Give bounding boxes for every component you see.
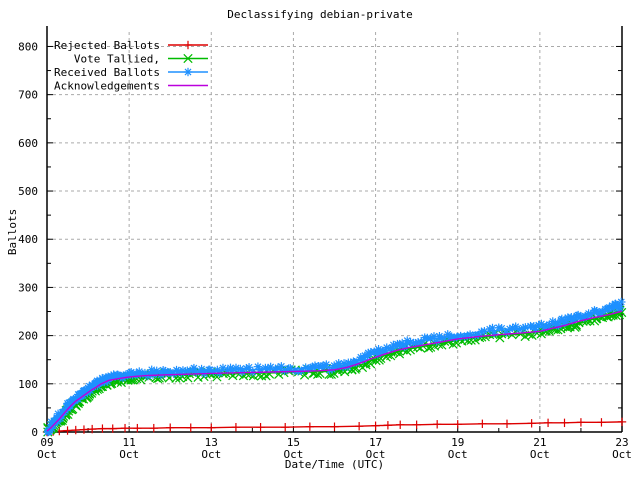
marker-cross — [617, 307, 627, 318]
x-tick-label-month: Oct — [448, 448, 468, 461]
marker-cross — [371, 355, 381, 366]
x-tick-label-day: 13 — [205, 436, 218, 449]
y-axis-tick-labels: 0 100 200 300 400 500 600 700 800 — [18, 40, 38, 439]
marker-cross — [376, 353, 386, 364]
marker-star — [512, 323, 520, 331]
y-tick-label: 300 — [18, 281, 38, 294]
marker-star — [219, 364, 227, 372]
x-tick-label-month: Oct — [37, 448, 57, 461]
marker-star — [417, 338, 425, 346]
y-tick-label: 500 — [18, 185, 38, 198]
y-axis-title: Ballots — [6, 209, 19, 255]
marker-star — [245, 363, 253, 371]
marker-star — [322, 361, 330, 368]
marker-star — [616, 304, 624, 312]
x-tick-label-day: 21 — [533, 436, 546, 449]
marker-cross — [451, 338, 462, 348]
marker-star — [521, 323, 529, 331]
marker-cross — [437, 340, 447, 350]
marker-star — [498, 324, 506, 332]
marker-star — [375, 345, 383, 353]
marker-cross — [193, 372, 203, 382]
marker-star — [127, 368, 135, 376]
marker-star — [190, 364, 198, 372]
x-tick-label-month: Oct — [612, 448, 632, 461]
marker-star — [436, 335, 444, 343]
x-tick-label-day: 23 — [615, 436, 628, 449]
grid-lines — [47, 32, 622, 432]
marker-star — [206, 366, 214, 374]
marker-cross — [448, 339, 458, 349]
marker-star — [236, 365, 244, 373]
y-tick-label: 700 — [18, 89, 38, 102]
marker-star — [267, 363, 275, 371]
chart-title: Declassifying debian-private — [227, 8, 413, 21]
y-tick-label: 800 — [18, 40, 38, 53]
marker-star — [530, 322, 538, 330]
series-rejected-ballots — [42, 417, 627, 437]
x-axis-title: Date/Time (UTC) — [285, 458, 384, 471]
y-tick-label: 0 — [31, 426, 38, 439]
marker-cross — [527, 330, 537, 341]
marker-star — [593, 307, 600, 315]
series-line — [46, 310, 623, 432]
marker-star — [430, 332, 438, 340]
axis-titles: Date/Time (UTC) Ballots — [6, 209, 384, 471]
marker-star — [148, 366, 156, 374]
marker-cross — [183, 53, 193, 64]
marker-star — [184, 68, 192, 76]
data-series-group — [42, 297, 627, 437]
x-tick-label-day: 17 — [369, 436, 382, 449]
marker-star — [558, 315, 566, 323]
x-tick-label-day: 15 — [287, 436, 300, 449]
y-tick-label: 200 — [18, 330, 38, 343]
x-tick-label-month: Oct — [119, 448, 139, 461]
marker-star — [254, 363, 262, 371]
marker-star — [383, 344, 391, 352]
legend-label: Received Ballots — [54, 66, 160, 79]
marker-star — [407, 338, 414, 346]
marker-star — [286, 364, 294, 372]
marker-star — [170, 370, 178, 378]
y-tick-label: 100 — [18, 378, 38, 391]
x-tick-label-day: 11 — [123, 436, 136, 449]
marker-star — [489, 324, 496, 332]
marker-star — [113, 371, 121, 379]
marker-star — [277, 362, 285, 370]
x-tick-label-month: Oct — [366, 448, 386, 461]
marker-cross — [391, 347, 401, 357]
marker-star — [537, 320, 545, 328]
series-received-ballots — [43, 297, 626, 437]
y-tick-label: 600 — [18, 137, 38, 150]
x-tick-label-month: Oct — [283, 448, 303, 461]
y-tick-label: 400 — [18, 233, 38, 246]
marker-cross — [174, 373, 185, 383]
legend-label: Vote Tallied, — [74, 53, 160, 66]
marker-star — [403, 337, 411, 345]
x-tick-label-day: 09 — [40, 436, 53, 449]
x-tick-label-day: 19 — [451, 436, 464, 449]
series-acknowledgements — [46, 310, 623, 432]
legend-label: Rejected Ballots — [54, 39, 160, 52]
marker-star — [135, 368, 143, 375]
x-tick-label-month: Oct — [201, 448, 221, 461]
marker-star — [617, 298, 625, 306]
legend-label: Acknowledgements — [54, 80, 160, 93]
marker-star — [291, 367, 299, 375]
marker-star — [153, 367, 161, 375]
x-tick-label-month: Oct — [530, 448, 550, 461]
